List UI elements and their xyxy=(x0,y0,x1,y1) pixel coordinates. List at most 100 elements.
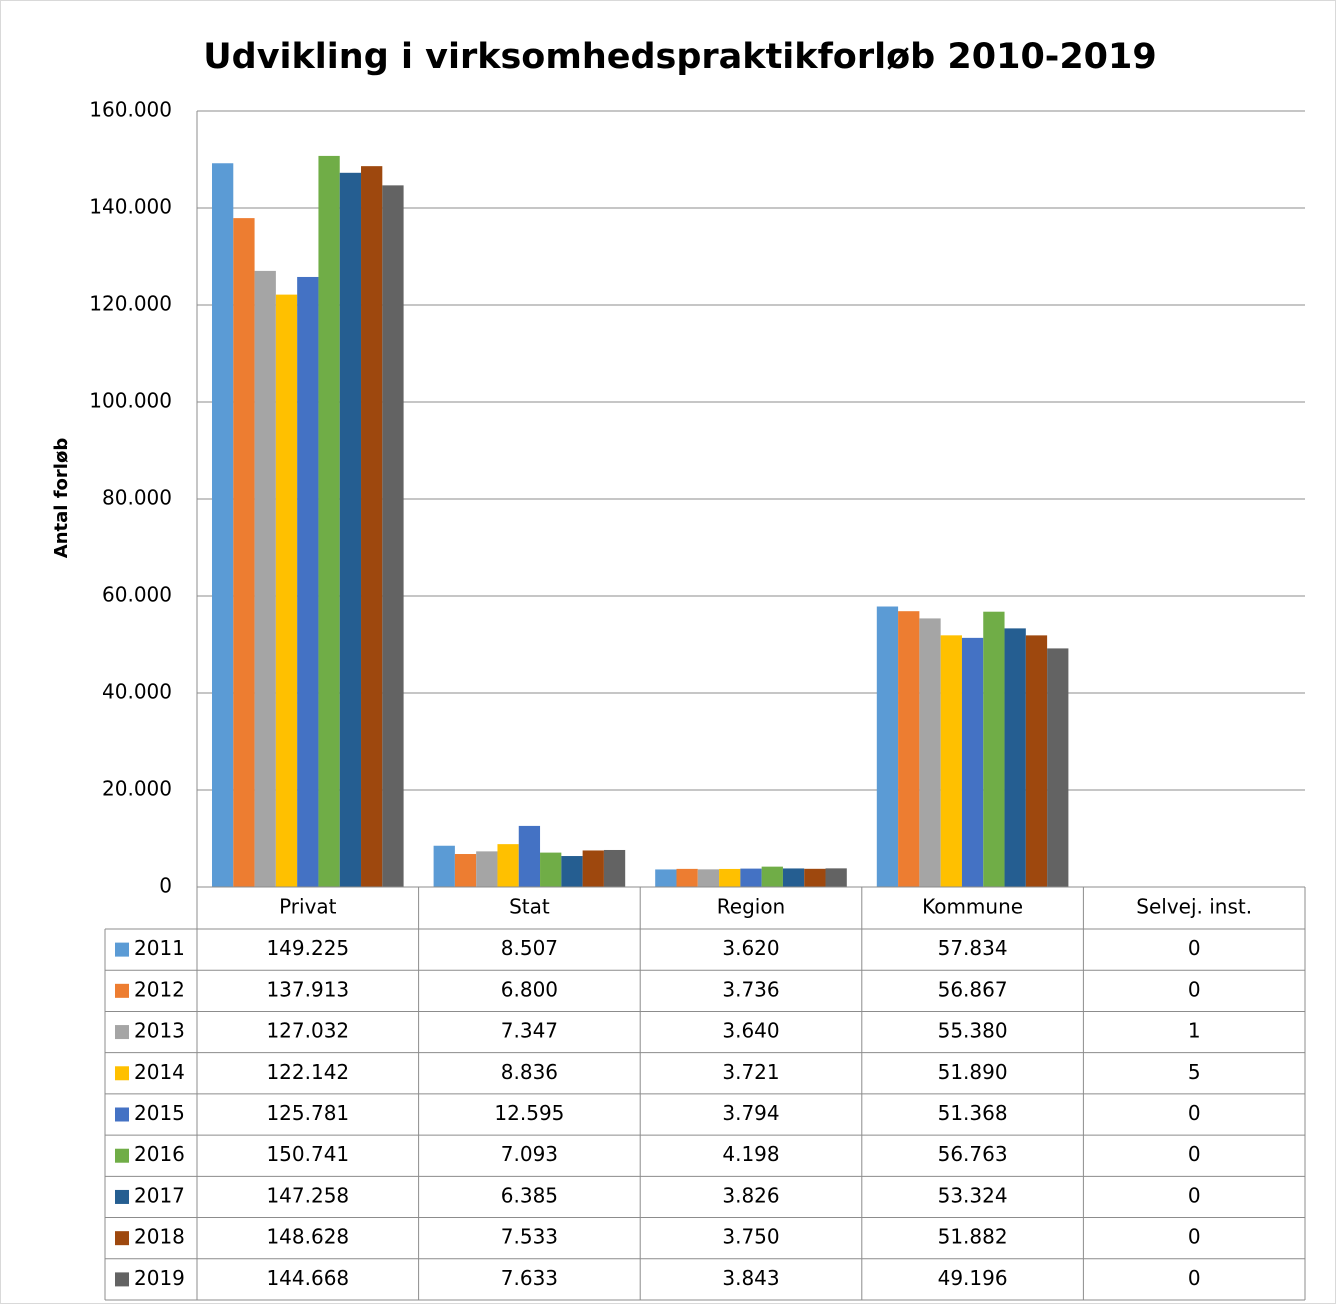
bar xyxy=(919,618,941,887)
table-value: 149.225 xyxy=(266,936,349,960)
table-value: 7.533 xyxy=(501,1225,558,1249)
table-value: 144.668 xyxy=(266,1266,349,1290)
bar xyxy=(275,294,298,887)
x-tick-label: Selvej. inst. xyxy=(1136,895,1252,919)
bar xyxy=(561,856,583,887)
bar xyxy=(582,850,604,887)
legend-label: 2017 xyxy=(134,1183,185,1207)
table-value: 57.834 xyxy=(938,936,1008,960)
bar xyxy=(603,849,626,887)
legend-label: 2018 xyxy=(134,1225,185,1249)
y-tick-label: 160.000 xyxy=(89,98,172,122)
table-value: 4.198 xyxy=(722,1142,779,1166)
table-value: 49.196 xyxy=(938,1266,1008,1290)
table-value: 8.507 xyxy=(501,936,558,960)
table-value: 6.385 xyxy=(501,1183,558,1207)
bar xyxy=(825,868,847,887)
bar xyxy=(676,868,698,887)
legend-label: 2012 xyxy=(134,977,185,1001)
legend-swatch xyxy=(115,1272,129,1287)
table-value: 147.258 xyxy=(266,1183,349,1207)
bar xyxy=(497,844,519,887)
table-value: 3.843 xyxy=(722,1266,779,1290)
bar xyxy=(761,866,783,887)
table-value: 0 xyxy=(1188,1266,1201,1290)
legend-label: 2016 xyxy=(134,1142,185,1166)
table-value: 7.093 xyxy=(501,1142,558,1166)
table-value: 56.763 xyxy=(938,1142,1008,1166)
table-value: 150.741 xyxy=(266,1142,349,1166)
legend-label: 2013 xyxy=(134,1019,185,1043)
table-value: 0 xyxy=(1188,1101,1201,1125)
bar xyxy=(454,854,477,887)
bar xyxy=(719,868,741,887)
bar xyxy=(961,637,984,887)
bar xyxy=(318,155,340,888)
bar xyxy=(433,845,455,887)
y-axis-label: Antal forløb xyxy=(51,438,72,559)
legend-swatch xyxy=(115,1148,129,1163)
bar xyxy=(476,851,498,887)
bar xyxy=(339,172,362,887)
bar xyxy=(361,166,383,888)
legend-label: 2011 xyxy=(134,936,185,960)
y-tick-label: 80.000 xyxy=(102,486,172,510)
table-value: 3.620 xyxy=(722,936,779,960)
table-value: 0 xyxy=(1188,936,1201,960)
y-tick-label: 120.000 xyxy=(89,292,172,316)
bar xyxy=(740,868,762,887)
table-value: 5 xyxy=(1188,1060,1201,1084)
table-value: 51.882 xyxy=(938,1225,1008,1249)
bar xyxy=(212,163,234,888)
legend-swatch xyxy=(115,983,129,998)
table-value: 127.032 xyxy=(266,1019,349,1043)
table-value: 137.913 xyxy=(266,977,349,1001)
y-tick-label: 40.000 xyxy=(102,680,172,704)
bar xyxy=(697,869,720,887)
table-value: 53.324 xyxy=(938,1183,1008,1207)
table-value: 122.142 xyxy=(266,1060,349,1084)
table-value: 6.800 xyxy=(501,977,558,1001)
table-value: 1 xyxy=(1188,1019,1201,1043)
table-value: 148.628 xyxy=(266,1225,349,1249)
bar xyxy=(898,611,920,887)
table-value: 7.347 xyxy=(501,1019,558,1043)
legend-swatch xyxy=(115,942,129,957)
table-value: 125.781 xyxy=(266,1101,349,1125)
bar xyxy=(804,868,826,887)
table-value: 7.633 xyxy=(501,1266,558,1290)
bar xyxy=(518,825,541,887)
legend-label: 2015 xyxy=(134,1101,185,1125)
bar xyxy=(1004,628,1026,887)
x-tick-label: Privat xyxy=(279,895,337,919)
bar xyxy=(876,606,899,887)
bar xyxy=(382,185,404,887)
table-value: 3.750 xyxy=(722,1225,779,1249)
bar xyxy=(1047,648,1069,887)
bar xyxy=(540,852,562,887)
legend-label: 2019 xyxy=(134,1266,185,1290)
table-value: 56.867 xyxy=(938,977,1008,1001)
legend-swatch xyxy=(115,1066,129,1081)
table-value: 55.380 xyxy=(938,1019,1008,1043)
table-value: 3.736 xyxy=(722,977,779,1001)
table-value: 51.368 xyxy=(938,1101,1008,1125)
chart-title: Udvikling i virksomhedspraktikforløb 201… xyxy=(203,37,1157,77)
x-tick-label: Region xyxy=(717,895,785,919)
legend-swatch xyxy=(115,1231,129,1246)
table-value: 0 xyxy=(1188,977,1201,1001)
bar xyxy=(940,635,962,887)
legend-swatch xyxy=(115,1189,129,1204)
bar xyxy=(655,869,677,887)
table-value: 3.721 xyxy=(722,1060,779,1084)
y-tick-label: 100.000 xyxy=(89,389,172,413)
bar xyxy=(254,270,276,888)
y-tick-label: 20.000 xyxy=(102,777,172,801)
y-tick-label: 60.000 xyxy=(102,583,172,607)
bar xyxy=(297,276,319,887)
table-value: 0 xyxy=(1188,1142,1201,1166)
legend-label: 2014 xyxy=(134,1060,185,1084)
bar xyxy=(233,218,255,887)
bar xyxy=(782,868,805,887)
